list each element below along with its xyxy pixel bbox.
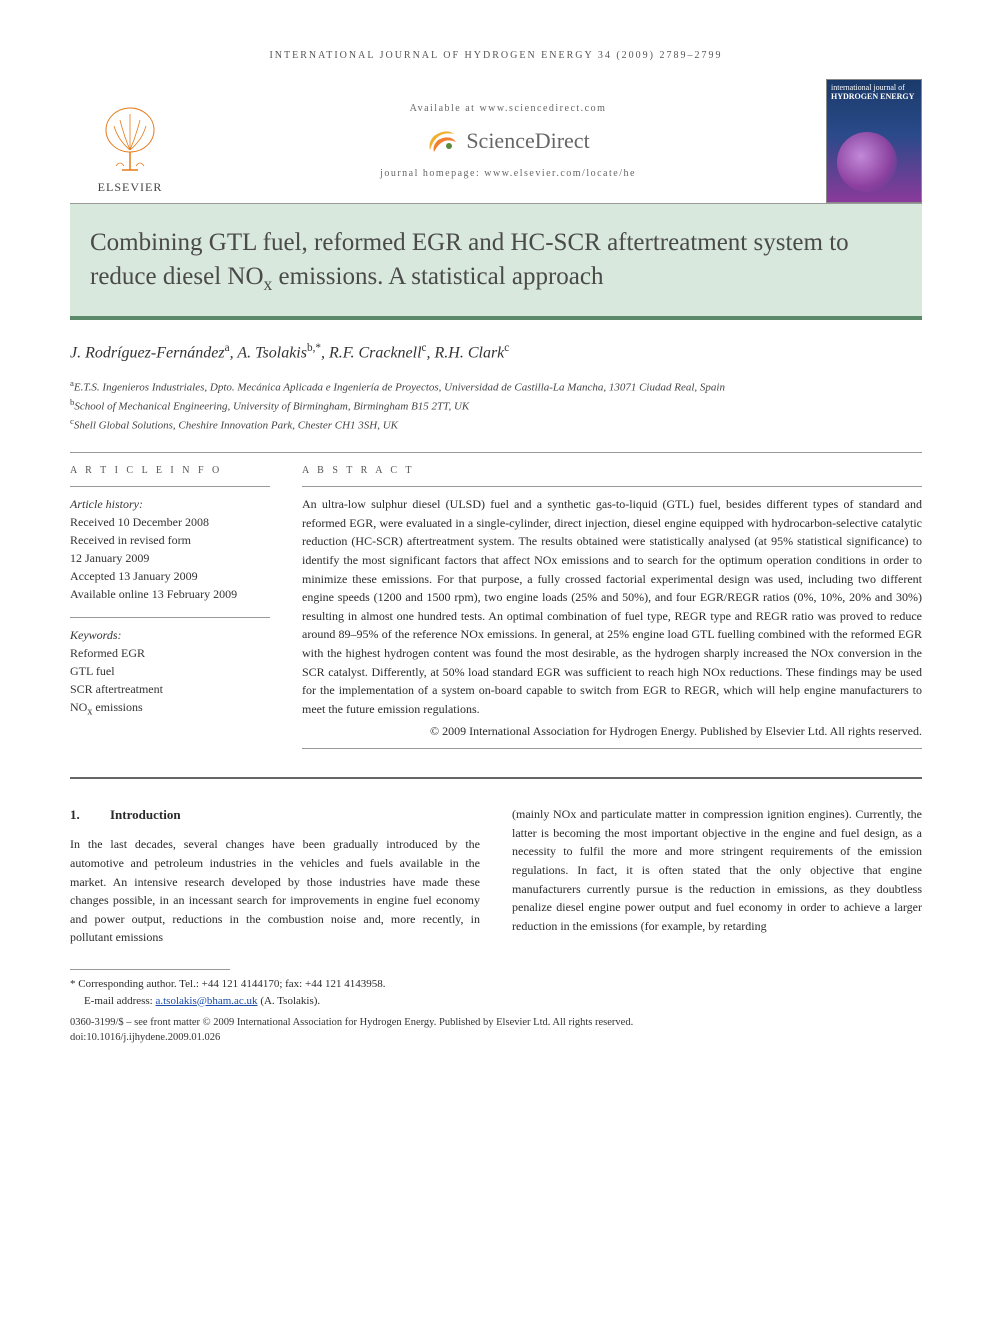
divider bbox=[70, 452, 922, 453]
sciencedirect-swirl-icon bbox=[426, 124, 460, 158]
article-info-label: A R T I C L E I N F O bbox=[70, 465, 270, 476]
email-tail: (A. Tsolakis). bbox=[260, 995, 320, 1007]
article-history: Article history: Received 10 December 20… bbox=[70, 486, 270, 603]
publisher-name: ELSEVIER bbox=[98, 180, 163, 195]
cover-title-main: HYDROGEN ENERGY bbox=[831, 93, 917, 102]
body-paragraph: In the last decades, several changes hav… bbox=[70, 835, 480, 947]
doi-line: doi:10.1016/j.ijhydene.2009.01.026 bbox=[70, 1030, 922, 1045]
journal-homepage: journal homepage: www.elsevier.com/locat… bbox=[380, 168, 636, 179]
section-title: Introduction bbox=[110, 807, 181, 822]
body-columns: 1.Introduction In the last decades, seve… bbox=[70, 805, 922, 947]
corresponding-author: * Corresponding author. Tel.: +44 121 41… bbox=[70, 976, 922, 993]
section-number: 1. bbox=[70, 805, 110, 825]
running-head: INTERNATIONAL JOURNAL OF HYDROGEN ENERGY… bbox=[70, 50, 922, 61]
elsevier-tree-icon bbox=[100, 106, 160, 178]
email-label: E-mail address: bbox=[84, 995, 153, 1007]
sciencedirect-logo[interactable]: ScienceDirect bbox=[426, 124, 589, 158]
front-matter-line: 0360-3199/$ – see front matter © 2009 In… bbox=[70, 1015, 922, 1030]
sciencedirect-text: ScienceDirect bbox=[466, 128, 589, 154]
affiliations: aE.T.S. Ingenieros Industriales, Dpto. M… bbox=[70, 377, 922, 434]
email-link[interactable]: a.tsolakis@bham.ac.uk bbox=[155, 995, 257, 1007]
masthead: ELSEVIER Available at www.sciencedirect.… bbox=[70, 79, 922, 204]
title-band: Combining GTL fuel, reformed EGR and HC-… bbox=[70, 204, 922, 320]
publisher-logo-block: ELSEVIER bbox=[70, 79, 190, 203]
keywords-block: Keywords: Reformed EGRGTL fuelSCR aftert… bbox=[70, 617, 270, 719]
history-heading: Article history: bbox=[70, 497, 143, 511]
section-divider bbox=[70, 777, 922, 779]
abstract-text: An ultra-low sulphur diesel (ULSD) fuel … bbox=[302, 497, 922, 716]
section-heading: 1.Introduction bbox=[70, 805, 480, 825]
title-sub: x bbox=[264, 274, 273, 294]
journal-cover-thumb: international journal of HYDROGEN ENERGY bbox=[826, 79, 922, 203]
abstract-label: A B S T R A C T bbox=[302, 465, 922, 476]
available-at: Available at www.sciencedirect.com bbox=[410, 103, 607, 114]
title-text-2: emissions. A statistical approach bbox=[272, 263, 603, 290]
footer-block: 0360-3199/$ – see front matter © 2009 In… bbox=[70, 1015, 922, 1045]
article-title: Combining GTL fuel, reformed EGR and HC-… bbox=[90, 226, 902, 296]
divider bbox=[302, 748, 922, 749]
abstract-copyright: © 2009 International Association for Hyd… bbox=[302, 722, 922, 740]
body-paragraph: (mainly NOx and particulate matter in co… bbox=[512, 805, 922, 935]
footnote-rule bbox=[70, 969, 230, 970]
author-list: J. Rodríguez-Fernándeza, A. Tsolakisb,*,… bbox=[70, 342, 922, 362]
keywords-heading: Keywords: bbox=[70, 628, 122, 642]
footnotes: * Corresponding author. Tel.: +44 121 41… bbox=[70, 976, 922, 1009]
